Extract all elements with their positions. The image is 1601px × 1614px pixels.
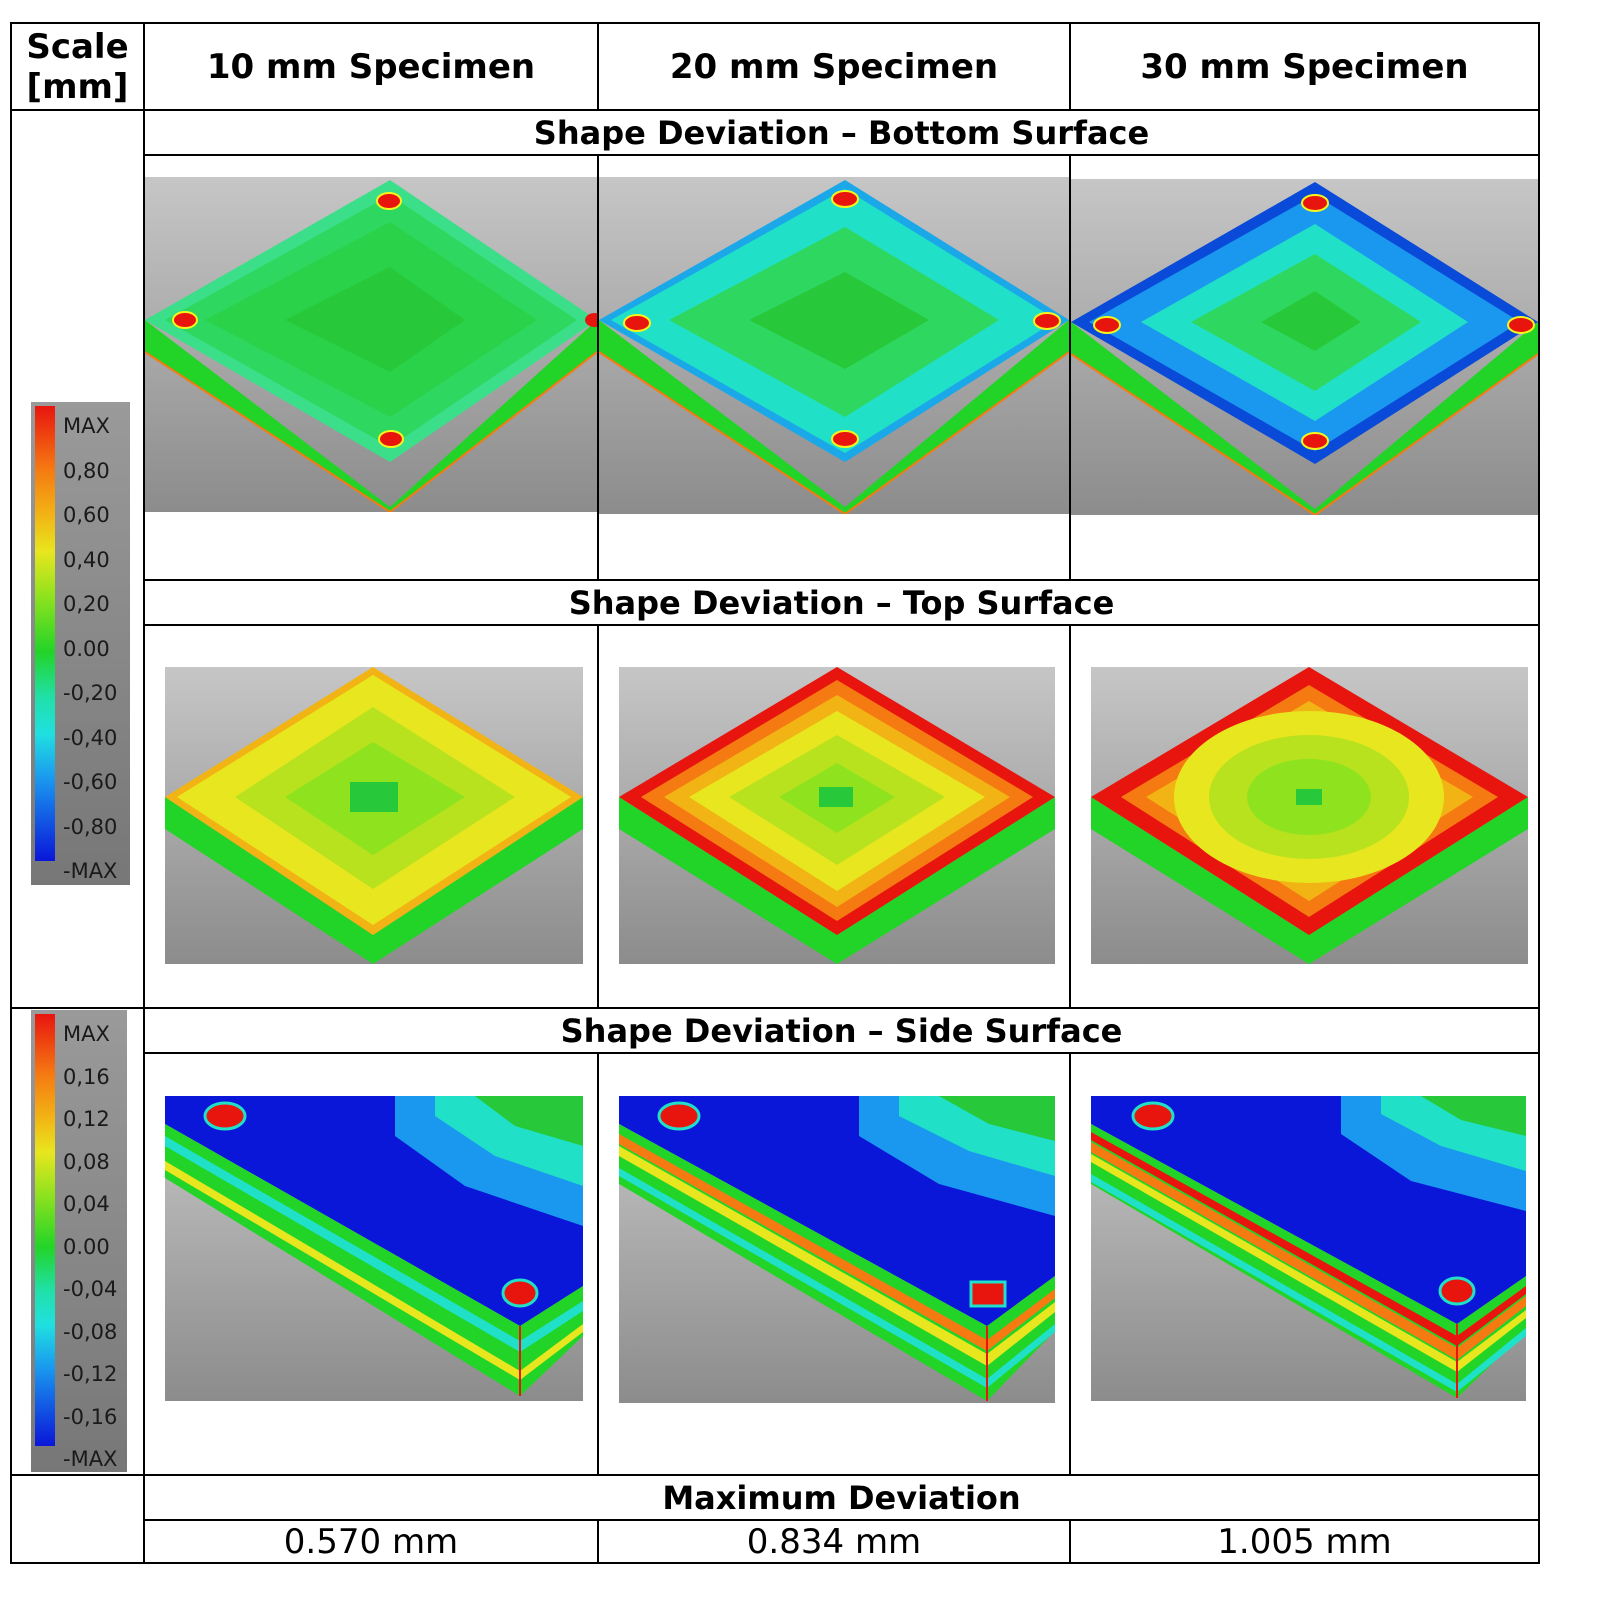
rule [1069, 624, 1071, 1009]
rule [1069, 22, 1071, 111]
rule [10, 109, 1540, 111]
section-title-side: Shape Deviation – Side Surface [560, 1011, 1123, 1050]
side-surface-20mm-image [619, 1096, 1055, 1403]
top-surface-30mm-image [1091, 667, 1528, 964]
scale-label: -MAX [63, 1447, 118, 1471]
section-title-bottom: Shape Deviation – Bottom Surface [533, 113, 1150, 152]
section-title-top: Shape Deviation – Top Surface [568, 583, 1115, 622]
color-scale-bottom-top: MAX 0,80 0,60 0,40 0,20 0.00 -0,20 -0,40… [31, 402, 130, 885]
scale-label: -0,08 [63, 1320, 118, 1344]
rule [597, 1052, 599, 1476]
rule [597, 154, 599, 581]
scale-label: MAX [63, 414, 110, 438]
bottom-surface-10mm-image [145, 177, 597, 512]
rule [144, 1519, 1540, 1521]
max-deviation-10mm: 0.570 mm [283, 1521, 459, 1562]
rule [1069, 154, 1071, 581]
scale-label: -0,04 [63, 1277, 118, 1301]
color-scale-strip [35, 1014, 55, 1446]
scale-label: 0,40 [63, 548, 110, 572]
scale-label: 0,08 [63, 1150, 110, 1174]
rule [143, 22, 145, 1564]
scale-label: 0,16 [63, 1065, 110, 1089]
scale-header: Scale [mm] [26, 26, 129, 107]
scale-label: -MAX [63, 859, 118, 883]
color-scale-side: MAX 0,16 0,12 0,08 0,04 0.00 -0,04 -0,08… [31, 1010, 127, 1472]
scale-label: -0,16 [63, 1405, 118, 1429]
rule [10, 1562, 1540, 1564]
bottom-surface-30mm-image [1071, 179, 1538, 515]
scale-label: -0,60 [63, 770, 118, 794]
scale-label: 0,60 [63, 503, 110, 527]
column-header-30mm: 30 mm Specimen [1140, 46, 1469, 87]
rule [10, 1007, 1540, 1009]
scale-label: 0.00 [63, 1235, 110, 1259]
rule [144, 579, 1540, 581]
side-surface-30mm-image [1091, 1096, 1526, 1401]
rule [144, 624, 1540, 626]
rule [597, 1519, 599, 1564]
deviation-table: Scale [mm] 10 mm Specimen 20 mm Specimen… [10, 22, 1590, 1612]
rule [10, 22, 1540, 24]
max-deviation-30mm: 1.005 mm [1217, 1521, 1392, 1562]
bottom-surface-20mm-image [599, 177, 1069, 514]
color-scale-strip [35, 406, 55, 861]
scale-label: MAX [63, 1022, 110, 1046]
side-surface-10mm-image [165, 1096, 583, 1401]
rule [144, 1052, 1540, 1054]
top-surface-20mm-image [619, 667, 1055, 964]
max-deviation-20mm: 0.834 mm [746, 1521, 922, 1562]
scale-label: 0,20 [63, 592, 110, 616]
rule [1069, 1052, 1071, 1476]
scale-label: 0.00 [63, 637, 110, 661]
rule [1069, 1519, 1071, 1564]
rule [144, 154, 1540, 156]
rule [597, 624, 599, 1009]
column-header-20mm: 20 mm Specimen [669, 46, 999, 87]
rule [1538, 22, 1540, 1564]
section-title-max: Maximum Deviation [662, 1478, 1021, 1517]
rule [10, 22, 12, 1564]
scale-label: 0,04 [63, 1192, 110, 1216]
top-surface-10mm-image [165, 667, 583, 964]
rule [10, 1474, 1540, 1476]
rule [597, 22, 599, 111]
scale-label: -0,12 [63, 1362, 118, 1386]
scale-label: 0,80 [63, 459, 110, 483]
column-header-10mm: 10 mm Specimen [206, 46, 536, 87]
scale-label: -0,40 [63, 726, 118, 750]
scale-label: -0,80 [63, 815, 118, 839]
scale-label: 0,12 [63, 1107, 110, 1131]
scale-label: -0,20 [63, 681, 118, 705]
